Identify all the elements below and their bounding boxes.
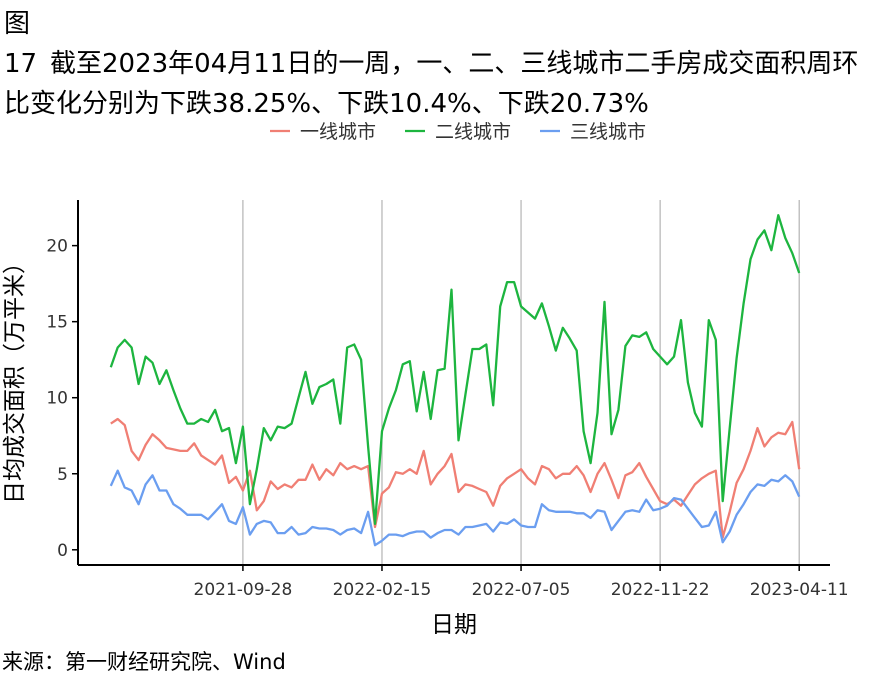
- y-tick-label: 5: [57, 465, 68, 485]
- x-tick-label: 2022-07-05: [472, 580, 571, 600]
- chart-title: 截至2023年04月11日的一周，一、二、三线城市二手房成交面积周环比变化分别为…: [4, 49, 859, 119]
- x-tick-label: 2023-04-11: [750, 580, 849, 600]
- y-tick-label: 20: [46, 237, 68, 257]
- series-line: [109, 469, 801, 547]
- y-tick-label: 0: [57, 541, 68, 561]
- x-tick-label: 2022-11-22: [611, 580, 710, 600]
- series-line: [110, 417, 801, 539]
- legend-label: 三线城市: [570, 121, 646, 143]
- series-line: [109, 214, 801, 526]
- legend-label: 一线城市: [300, 121, 376, 143]
- y-axis-label: 日均成交面积（万平米）: [2, 251, 28, 504]
- x-tick-label: 2022-02-15: [333, 580, 432, 600]
- legend-label: 二线城市: [435, 121, 511, 143]
- x-axis-label: 日期: [431, 612, 477, 638]
- y-tick-label: 15: [46, 313, 68, 333]
- figure-label: 图17: [4, 9, 38, 79]
- chart-title-block: 图17 截至2023年04月11日的一周，一、二、三线城市二手房成交面积周环比变化…: [4, 4, 864, 124]
- x-tick-label: 2021-09-28: [194, 580, 293, 600]
- source-note: 来源：第一财经研究院、Wind: [2, 650, 286, 674]
- y-tick-label: 10: [46, 389, 68, 409]
